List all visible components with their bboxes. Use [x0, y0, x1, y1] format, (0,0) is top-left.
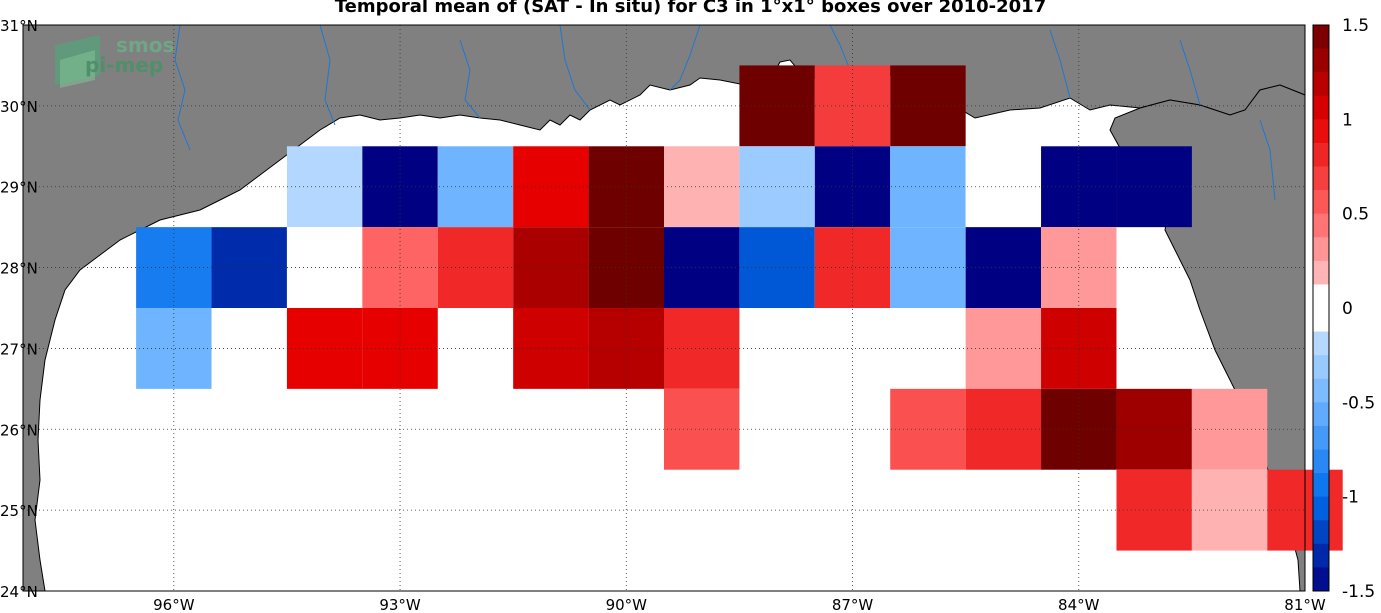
colorbar-swatch	[1313, 425, 1329, 450]
longitude-label: 90°W	[606, 596, 648, 613]
heatmap-cell	[814, 146, 891, 228]
heatmap-cell	[1191, 388, 1268, 470]
rivers	[174, 24, 1276, 201]
colorbar-swatch	[1313, 237, 1329, 262]
heatmap-cell	[1041, 227, 1117, 308]
heatmap-cell	[136, 227, 212, 308]
colorbar-frame	[1312, 24, 1330, 592]
colorbar-tick-label: 0.5	[1342, 205, 1369, 225]
latitude-label: 27°N	[0, 340, 38, 358]
heatmap-cell	[513, 146, 589, 228]
colorbar-swatch	[1313, 402, 1329, 427]
latitude-label: 28°N	[0, 260, 38, 278]
map-frame	[22, 24, 1306, 592]
colorbar-tick-label: 0	[1342, 299, 1353, 319]
longitude-label: 93°W	[379, 596, 421, 613]
colorbar-tick-label: 1.5	[1342, 16, 1369, 36]
colorbar-swatch	[1313, 473, 1329, 498]
longitude-label: 84°W	[1058, 596, 1100, 613]
latitude-label: 25°N	[0, 502, 38, 520]
longitude-label: 87°W	[832, 596, 874, 613]
longitude-label: 96°W	[153, 596, 195, 613]
colorbar-swatch	[1313, 543, 1329, 568]
land-mass	[22, 24, 1306, 592]
colorbar-tick-label: 1	[1342, 110, 1353, 130]
colorbar-swatch	[1313, 190, 1329, 215]
latitude-label: 24°N	[0, 583, 38, 601]
colorbar-swatch	[1313, 496, 1329, 521]
colorbar-swatch	[1313, 95, 1329, 120]
latitude-labels: 24°N 25°N 26°N 27°N 28°N 29°N 30°N 31°N	[0, 17, 38, 601]
colorbar-swatch	[1313, 25, 1329, 50]
colorbar-swatch	[1313, 308, 1329, 333]
colorbar	[1313, 25, 1329, 592]
latitude-label: 30°N	[0, 98, 38, 116]
colorbar-ticks: 1.5 1 0.5 0 -0.5 -1 -1.5	[1342, 16, 1375, 602]
colorbar-swatch	[1313, 449, 1329, 474]
heatmap-cell	[362, 227, 438, 308]
latitude-label: 29°N	[0, 179, 38, 197]
colorbar-swatch	[1313, 72, 1329, 97]
logo-text-smos: smos	[116, 33, 174, 57]
logo-text-pimep: pi-mep	[85, 53, 163, 77]
colorbar-tick-label: -1	[1342, 488, 1359, 508]
chart-title: Temporal mean of (SAT - In situ) for C3 …	[334, 0, 1047, 17]
colorbar-tick-label: -0.5	[1342, 393, 1375, 413]
colorbar-swatch	[1313, 142, 1329, 167]
heatmap-cell	[1041, 308, 1117, 389]
colorbar-swatch	[1313, 213, 1329, 238]
heatmap-cell	[814, 227, 891, 308]
heatmap-cell	[211, 227, 287, 308]
colorbar-swatch	[1313, 284, 1329, 309]
heatmap-cell	[1041, 146, 1117, 228]
colorbar-tick-label: -1.5	[1342, 582, 1375, 602]
heatmap-cell	[513, 308, 589, 389]
heatmap-cell	[513, 227, 589, 308]
colorbar-swatch	[1313, 119, 1329, 144]
colorbar-swatch	[1313, 260, 1329, 285]
colorbar-swatch	[1313, 520, 1329, 545]
latitude-label: 26°N	[0, 421, 38, 439]
smos-pimep-logo: smos pi-mep	[55, 33, 174, 88]
longitude-label: 81°W	[1284, 596, 1326, 613]
heatmap-cell	[664, 146, 740, 228]
heatmap-cell	[1191, 469, 1268, 551]
heatmap-cell	[664, 227, 740, 308]
heatmap-cell	[362, 146, 438, 228]
colorbar-swatch	[1313, 331, 1329, 356]
heatmap-cell	[664, 308, 740, 389]
colorbar-swatch	[1313, 166, 1329, 191]
colorbar-swatch	[1313, 48, 1329, 73]
longitude-labels: 96°W 93°W 90°W 87°W 84°W 81°W	[153, 596, 1326, 613]
heatmap-cell	[362, 308, 438, 389]
latitude-label: 31°N	[0, 17, 38, 35]
colorbar-swatch	[1313, 567, 1329, 592]
colorbar-swatch	[1313, 378, 1329, 403]
colorbar-swatch	[1313, 355, 1329, 380]
heatmap-cell	[664, 388, 740, 470]
